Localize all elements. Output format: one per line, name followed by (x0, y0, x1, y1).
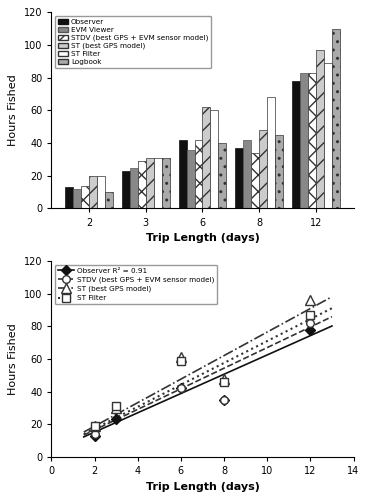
Legend: Observer R² = 0.91, STDV (best GPS + EVM sensor model), ST (best GPS model), ST : Observer R² = 0.91, STDV (best GPS + EVM… (55, 264, 217, 304)
Bar (97, 176, 105, 208)
Bar (65, 187, 73, 208)
Bar (324, 63, 332, 208)
Bar (73, 189, 81, 208)
Y-axis label: Hours Fished: Hours Fished (8, 323, 18, 395)
Bar (105, 192, 113, 208)
Bar (316, 50, 324, 208)
Bar (210, 110, 218, 208)
Bar (89, 176, 97, 208)
Bar (195, 140, 202, 208)
Bar (138, 161, 146, 208)
X-axis label: Trip Length (days): Trip Length (days) (145, 482, 259, 492)
Bar (187, 150, 195, 208)
Bar (178, 140, 187, 208)
Bar (251, 153, 259, 208)
Bar (218, 143, 226, 208)
Bar (292, 81, 300, 208)
X-axis label: Trip Length (days): Trip Length (days) (145, 233, 259, 243)
Bar (122, 171, 130, 208)
Bar (162, 158, 170, 208)
Bar (243, 140, 251, 208)
Bar (236, 148, 243, 208)
Bar (130, 168, 138, 208)
Bar (154, 158, 162, 208)
Y-axis label: Hours Fished: Hours Fished (8, 74, 18, 146)
Bar (202, 107, 210, 208)
Bar (300, 73, 308, 208)
Bar (308, 73, 316, 208)
Bar (332, 28, 340, 208)
Bar (81, 186, 89, 208)
Bar (275, 135, 283, 208)
Bar (259, 130, 267, 208)
Bar (267, 98, 275, 208)
Bar (146, 158, 154, 208)
Legend: Observer, EVM Viewer, STDV (best GPS + EVM sensor model), ST (best GPS model), S: Observer, EVM Viewer, STDV (best GPS + E… (55, 16, 211, 68)
